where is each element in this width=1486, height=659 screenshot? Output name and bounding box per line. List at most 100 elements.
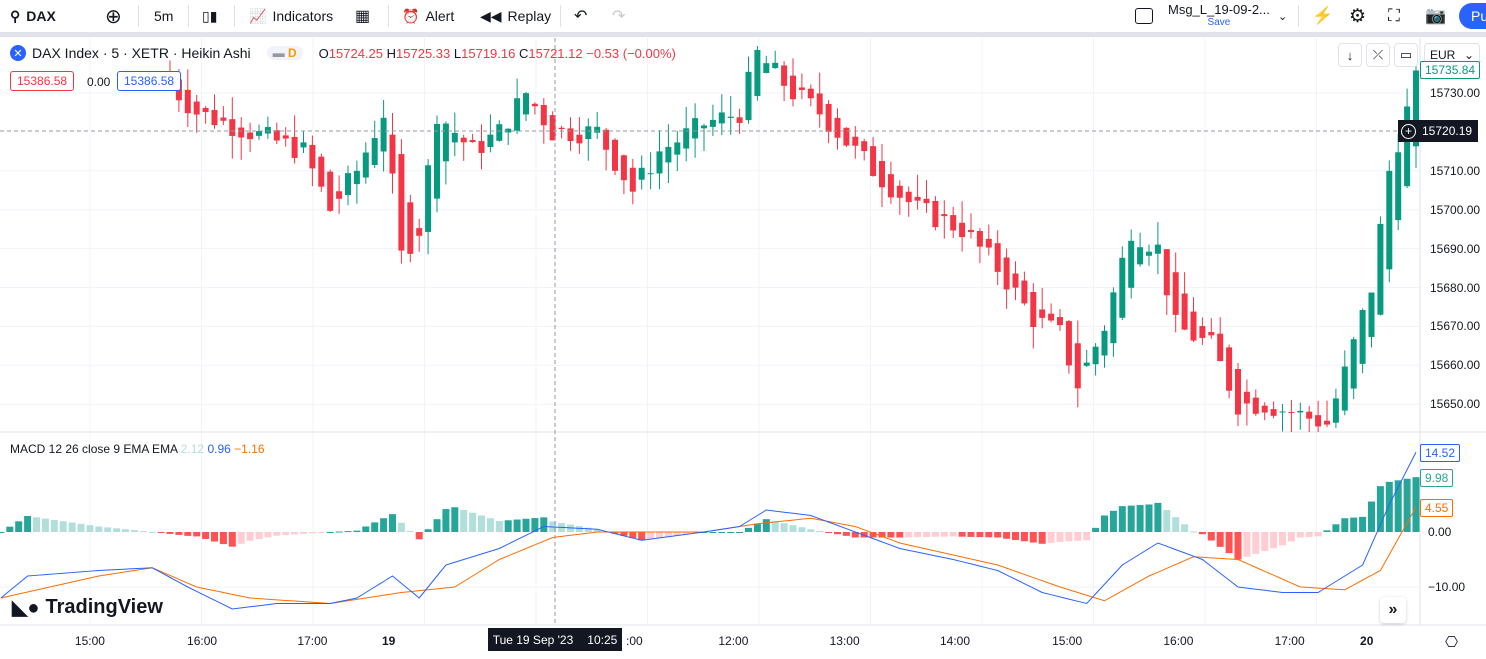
replay-button[interactable]: ◀◀ Replay: [480, 0, 551, 32]
candle-body: [220, 117, 227, 121]
symbol-search[interactable]: ⚲ DAX: [10, 0, 56, 32]
interval-button[interactable]: 5m: [154, 8, 174, 24]
candle-body: [1368, 292, 1375, 337]
macd-histogram-bar: [994, 532, 1002, 538]
macd-histogram-bar: [1003, 532, 1011, 539]
macd-histogram-bar: [584, 527, 592, 532]
macd-histogram-bar: [629, 532, 637, 539]
candle-body: [1235, 369, 1241, 415]
sell-price-button[interactable]: 15386.58: [10, 71, 75, 91]
candle-body: [1395, 152, 1402, 221]
candle-body: [1243, 391, 1250, 404]
alert-label: Alert: [425, 8, 455, 24]
fullscreen-icon: ⛶: [1388, 6, 1400, 25]
macd-histogram-bar: [771, 521, 779, 532]
double-chevron-right-icon: »: [1388, 601, 1398, 618]
scroll-to-realtime-button[interactable]: »: [1380, 597, 1406, 623]
candle-body: [1404, 106, 1411, 187]
buy-price-button[interactable]: 15386.58: [117, 71, 182, 91]
signal-line: [0, 506, 1417, 605]
compare-button[interactable]: ⊕: [105, 0, 122, 32]
macd-histogram-bar: [24, 516, 32, 532]
macd-histogram-bar: [1020, 532, 1028, 542]
macd-histogram-bar: [1127, 505, 1135, 532]
macd-histogram-bar: [1092, 527, 1100, 532]
indicators-icon: 📈: [249, 7, 267, 24]
quick-search-button[interactable]: ⚡: [1312, 0, 1333, 32]
macd-histogram-bar: [1109, 510, 1117, 532]
macd-histogram-bar: [495, 521, 503, 532]
candle-body: [523, 93, 529, 115]
save-link[interactable]: Save: [1207, 17, 1231, 28]
price-tick: 15700.00: [1430, 202, 1481, 217]
candle-body: [1057, 317, 1063, 326]
macd-histogram-bar: [638, 532, 646, 541]
redo-button[interactable]: ↷: [612, 0, 625, 32]
candle-body: [567, 128, 574, 142]
candle-body: [629, 167, 636, 192]
macd-histogram-bar: [273, 532, 281, 536]
candle-body: [1119, 257, 1126, 318]
time-tick: 16:00: [1163, 634, 1194, 648]
time-axis-settings-button[interactable]: ⎔: [1445, 633, 1458, 651]
candle-body: [905, 191, 912, 203]
macd-histogram-bar: [344, 531, 352, 533]
maximize-pane-button[interactable]: ▭: [1394, 43, 1418, 67]
macd-histogram-bar: [1243, 532, 1251, 557]
candle-body: [807, 88, 814, 99]
macd-histogram-bar: [0, 532, 5, 533]
candle-body: [941, 214, 948, 217]
publish-button[interactable]: Pu: [1459, 3, 1486, 29]
macd-histogram-bar: [380, 518, 388, 532]
candle-body: [282, 135, 289, 139]
candle-body: [1154, 244, 1161, 254]
candle-body: [238, 127, 245, 138]
macd-histogram-bar: [727, 532, 735, 533]
macd-legend[interactable]: MACD 12 26 close 9 EMA EMA 2.12 0.96 −1.…: [10, 442, 265, 456]
macd-tick: −10.00: [1428, 580, 1466, 594]
collapse-button[interactable]: ⤫: [1366, 43, 1390, 67]
indicators-button[interactable]: 📈 Indicators: [249, 0, 333, 32]
symbol-title[interactable]: DAX Index · 5 · XETR · Heikin Ashi: [32, 45, 251, 61]
scroll-down-button[interactable]: ↓: [1338, 43, 1362, 67]
market-status-badge[interactable]: ▬ D: [266, 46, 303, 60]
macd-histogram-bar: [753, 523, 761, 532]
candle-body: [256, 131, 262, 136]
hist-last-label: 9.98: [1420, 469, 1454, 487]
snapshot-button[interactable]: 📷: [1425, 0, 1446, 32]
alert-button[interactable]: ⏰ Alert: [402, 0, 454, 32]
candle-body: [736, 117, 743, 123]
candle-body: [1172, 272, 1179, 315]
candle-body: [1065, 321, 1072, 366]
add-plus-icon[interactable]: +: [1401, 123, 1416, 139]
price-tick: 15730.00: [1430, 86, 1481, 100]
candle-body: [540, 105, 547, 126]
layout-menu-button[interactable]: ⌄: [1278, 0, 1287, 32]
layout-checkbox[interactable]: [1135, 0, 1153, 32]
chart-type-button[interactable]: ▯▮: [202, 0, 217, 32]
time-tick: 15:00: [74, 634, 105, 648]
macd-histogram-bar: [122, 529, 129, 532]
layout-name-button[interactable]: Msg_L_19-09-2... Save: [1168, 0, 1270, 32]
time-tick: 13:00: [829, 634, 860, 648]
macd-histogram-bar: [77, 523, 85, 532]
candle-body: [1208, 332, 1215, 336]
candle-body: [460, 137, 467, 143]
ohlc-values: O15724.25 H15725.33 L15719.16 C15721.12 …: [319, 46, 676, 61]
settings-button[interactable]: ⚙: [1349, 0, 1366, 32]
candle-body: [264, 127, 271, 134]
candle-body: [896, 185, 903, 198]
undo-button[interactable]: ↶: [574, 0, 587, 32]
candle-body: [1092, 346, 1099, 365]
candle-body: [852, 136, 859, 146]
time-tick: 14:00: [939, 634, 970, 648]
macd-histogram-bar: [798, 527, 806, 532]
fullscreen-button[interactable]: ⛶: [1388, 0, 1400, 32]
candle-body: [718, 112, 725, 124]
layouts-button[interactable]: ▦: [355, 0, 370, 32]
symbol-logo-icon: ✕: [10, 45, 26, 61]
price-tick: 15710.00: [1430, 163, 1481, 178]
macd-histogram-bar: [1136, 505, 1144, 532]
macd-histogram-bar: [1279, 532, 1286, 546]
